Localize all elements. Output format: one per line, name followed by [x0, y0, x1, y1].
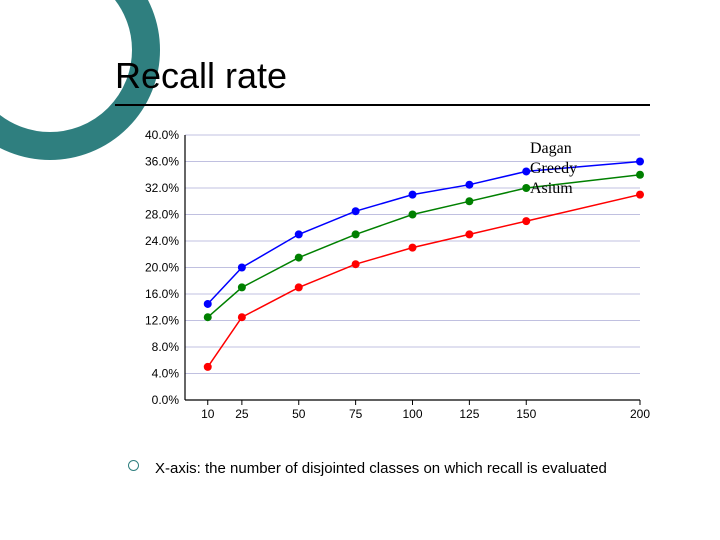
- svg-text:Greedy: Greedy: [530, 160, 577, 177]
- svg-text:Dagan: Dagan: [530, 140, 572, 157]
- svg-text:75: 75: [349, 407, 363, 421]
- svg-text:40.0%: 40.0%: [145, 128, 179, 142]
- svg-text:36.0%: 36.0%: [145, 155, 179, 169]
- svg-text:32.0%: 32.0%: [145, 181, 179, 195]
- svg-text:50: 50: [292, 407, 306, 421]
- svg-text:0.0%: 0.0%: [152, 393, 180, 407]
- svg-text:10: 10: [201, 407, 215, 421]
- svg-text:8.0%: 8.0%: [152, 340, 180, 354]
- footnote-text: X-axis: the number of disjointed classes…: [155, 460, 655, 477]
- svg-text:200: 200: [630, 407, 650, 421]
- svg-text:125: 125: [459, 407, 479, 421]
- svg-text:24.0%: 24.0%: [145, 234, 179, 248]
- svg-text:25: 25: [235, 407, 249, 421]
- svg-text:20.0%: 20.0%: [145, 261, 179, 275]
- title-underline: [115, 104, 650, 106]
- svg-text:150: 150: [516, 407, 536, 421]
- svg-text:4.0%: 4.0%: [152, 367, 180, 381]
- svg-text:Asium: Asium: [530, 180, 573, 197]
- svg-text:16.0%: 16.0%: [145, 287, 179, 301]
- bullet-icon: [128, 460, 139, 471]
- svg-text:28.0%: 28.0%: [145, 208, 179, 222]
- svg-text:12.0%: 12.0%: [145, 314, 179, 328]
- page-title: Recall rate: [115, 55, 287, 97]
- svg-text:100: 100: [402, 407, 422, 421]
- recall-chart: 0.0% 4.0% 8.0% 12.0% 16.0% 20.0% 24.0% 28.0% 32.…: [130, 125, 650, 435]
